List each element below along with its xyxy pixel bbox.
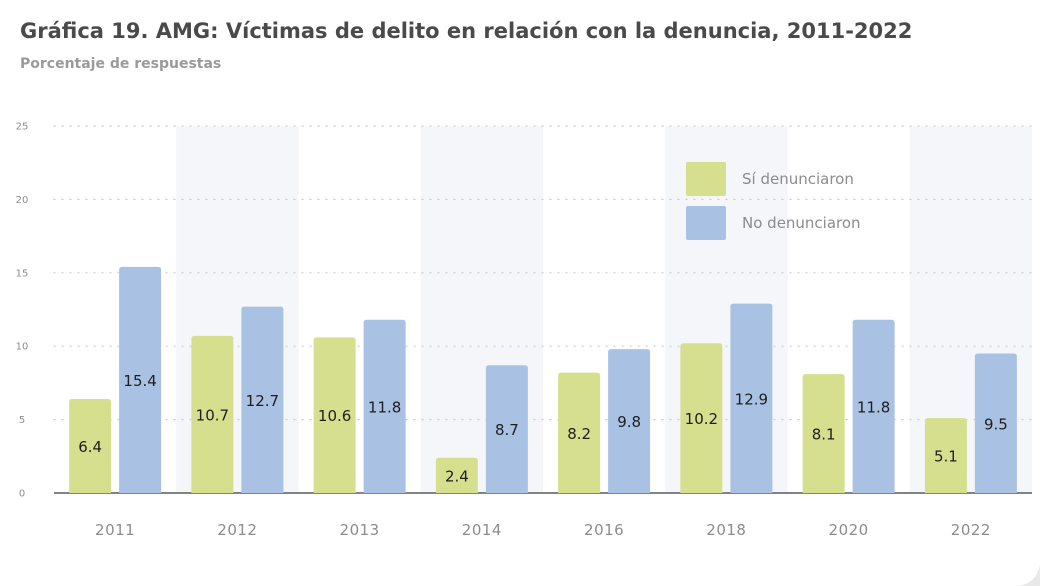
data-label: 12.7 — [246, 392, 279, 410]
data-label: 5.1 — [934, 448, 958, 466]
data-label: 10.2 — [685, 410, 718, 428]
bar-si-2016 — [558, 372, 601, 493]
bar-no-2016 — [608, 349, 651, 493]
bar-no-2013 — [363, 319, 406, 493]
y-tick-label: 20 — [16, 195, 29, 206]
x-tick-label: 2014 — [462, 521, 502, 539]
y-tick-label: 5 — [19, 415, 25, 426]
bar-no-2011 — [119, 266, 162, 493]
bar-si-2012 — [191, 335, 234, 493]
category-bands — [176, 126, 1032, 493]
y-tick-label: 10 — [16, 342, 29, 353]
chart-subtitle: Porcentaje de respuestas — [20, 56, 222, 72]
y-axis-ticks: 0 5 10 15 20 25 — [16, 122, 29, 500]
bar-si-2022 — [924, 418, 967, 493]
x-tick-label: 2022 — [951, 521, 991, 539]
chart-title: Gráfica 19. AMG: Víctimas de delito en r… — [20, 19, 913, 43]
gridlines — [53, 125, 1033, 421]
bar-si-2018 — [680, 343, 723, 493]
bar-si-2020 — [802, 374, 845, 493]
y-tick-label: 0 — [19, 489, 25, 500]
legend-swatch-no — [686, 206, 726, 240]
bar-si-2014 — [435, 457, 478, 493]
legend-label-si: Sí denunciaron — [742, 170, 854, 188]
y-tick-label: 25 — [16, 122, 29, 133]
legend-label-no: No denunciaron — [742, 214, 861, 232]
data-label: 9.5 — [984, 415, 1008, 433]
legend-swatch-si — [686, 162, 726, 196]
data-label: 10.7 — [196, 406, 229, 424]
data-label: 8.7 — [495, 421, 519, 439]
x-tick-label: 2011 — [95, 521, 135, 539]
bar-si-2011 — [69, 399, 112, 493]
bar-no-2022 — [974, 353, 1017, 493]
bar-no-2014 — [485, 365, 528, 493]
data-label: 11.8 — [857, 398, 890, 416]
data-label: 11.8 — [368, 398, 401, 416]
bars: 6.4 15.4 10.7 12.7 10.6 11.8 2.4 8.7 8.2 9.8 10.2 1… — [69, 266, 1017, 493]
data-label: 10.6 — [318, 407, 351, 425]
bar-no-2018 — [730, 303, 773, 493]
x-tick-label: 2013 — [340, 521, 380, 539]
x-tick-label: 2016 — [584, 521, 624, 539]
data-label: 6.4 — [78, 438, 102, 456]
data-label: 8.2 — [567, 425, 591, 443]
bar-no-2020 — [852, 319, 895, 493]
data-label: 2.4 — [445, 467, 469, 485]
data-label: 9.8 — [617, 413, 641, 431]
data-label: 15.4 — [123, 372, 156, 390]
bar-si-2013 — [313, 337, 356, 493]
data-label: 8.1 — [812, 426, 836, 444]
legend: Sí denunciaron No denunciaron — [686, 162, 861, 240]
x-axis-categories: 2011 2012 2013 2014 2016 2018 2020 2022 — [95, 521, 991, 539]
data-label: 12.9 — [735, 390, 768, 408]
bar-no-2012 — [241, 306, 284, 493]
x-tick-label: 2012 — [217, 521, 257, 539]
x-tick-label: 2020 — [829, 521, 869, 539]
y-tick-label: 15 — [16, 268, 29, 279]
x-tick-label: 2018 — [706, 521, 746, 539]
